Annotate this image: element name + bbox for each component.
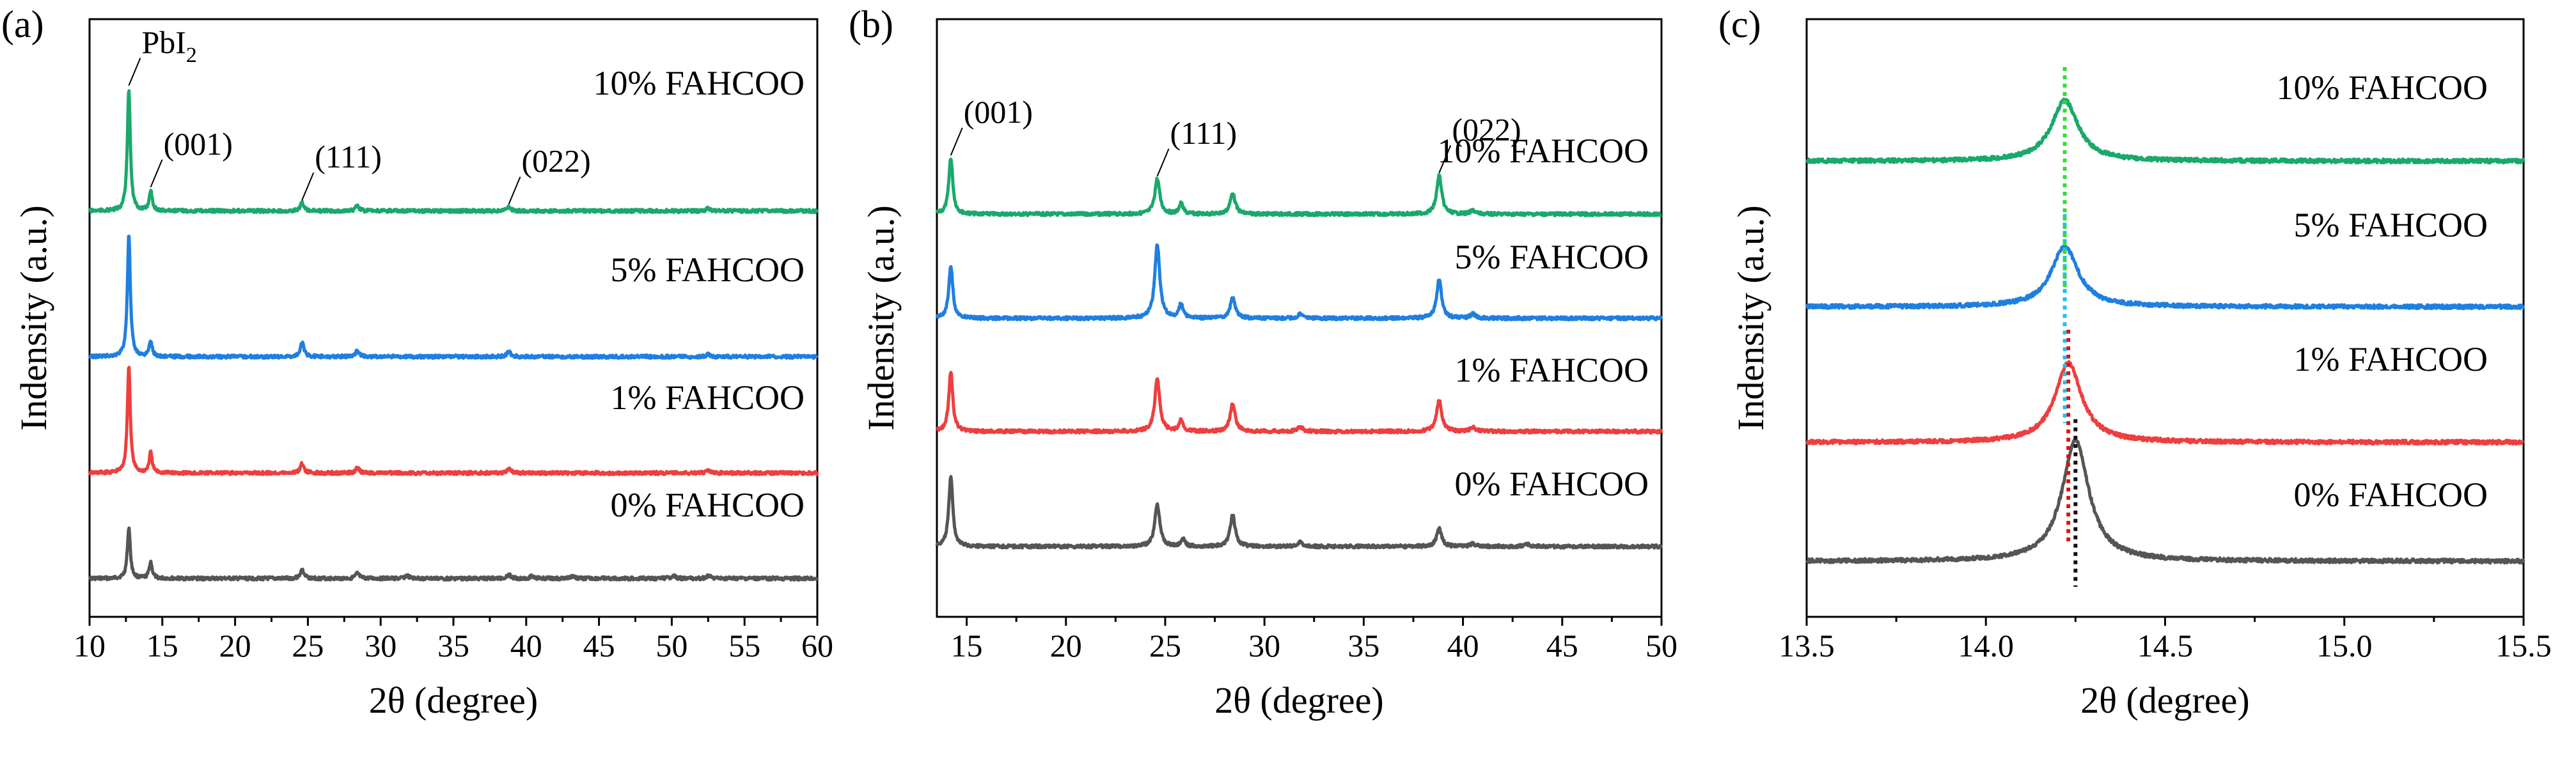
- panel-label: (a): [1, 3, 44, 45]
- series-line-5-fahcoo: [88, 235, 819, 360]
- x-tick-label: 60: [801, 628, 833, 663]
- series-line-0-fahcoo: [1805, 437, 2525, 565]
- peak-label-leader: [508, 176, 521, 205]
- x-tick-label: 20: [219, 628, 251, 663]
- x-tick-label: 15: [146, 628, 178, 663]
- peak-label: PbI2: [141, 24, 196, 67]
- series-label-0-fahcoo: 0% FAHCOO: [610, 486, 805, 524]
- series-line-1-fahcoo: [88, 366, 819, 476]
- peak-label-leader: [128, 58, 141, 86]
- series-label-10-fahcoo: 10% FAHCOO: [1437, 132, 1649, 170]
- x-tick-label: 15.5: [2495, 628, 2552, 663]
- peak-label-leader: [150, 159, 163, 188]
- peak-label-leader: [301, 172, 315, 201]
- x-tick-label: 45: [1546, 628, 1578, 663]
- series-label-5-fahcoo: 5% FAHCOO: [610, 251, 805, 289]
- series-label-1-fahcoo: 1% FAHCOO: [2293, 340, 2488, 378]
- series-line-10-fahcoo: [88, 89, 819, 214]
- x-tick-label: 14.0: [1958, 628, 2014, 663]
- x-tick-label: 15.0: [2316, 628, 2373, 663]
- x-tick-label: 40: [510, 628, 542, 663]
- x-tick-label: 50: [1645, 628, 1677, 663]
- x-tick-label: 10: [74, 628, 106, 663]
- x-tick-label: 13.5: [1779, 628, 1835, 663]
- peak-label-subscript: 2: [186, 43, 197, 67]
- panel-b: 15 20 25 30 35 40 45 50 2θ (degree) Indensity (a.…: [849, 3, 1677, 721]
- x-tick-label: 55: [728, 628, 760, 663]
- plot-frame: [1805, 18, 2525, 618]
- series-line-10-fahcoo: [935, 157, 1663, 217]
- y-axis-label: Indensity (a.u.): [1730, 205, 1771, 431]
- x-tick-label: 50: [656, 628, 687, 663]
- series-line-5-fahcoo: [935, 243, 1663, 322]
- series-line-1-fahcoo: [936, 371, 1663, 435]
- series-label-10-fahcoo: 10% FAHCOO: [2276, 68, 2488, 107]
- series-label-1-fahcoo: 1% FAHCOO: [610, 378, 805, 417]
- series-line-5-fahcoo: [1805, 244, 2525, 311]
- peak-label: (022): [1452, 111, 1521, 147]
- x-axis-label: 2θ (degree): [1214, 679, 1383, 721]
- peak-label: (022): [521, 143, 590, 179]
- series-label-5-fahcoo: 5% FAHCOO: [1454, 238, 1649, 276]
- peak-label: (001): [964, 94, 1033, 130]
- y-axis-label: Indensity (a.u.): [860, 205, 902, 431]
- series-label-1-fahcoo: 1% FAHCOO: [1454, 351, 1649, 389]
- series-line-0-fahcoo: [88, 526, 819, 582]
- panel-a: 10 15 20 25 30 35 40 45 50 55 60 2θ (degree) Indensi…: [1, 3, 833, 721]
- panel-c: 13.5 14.0 14.5 15.0 15.5 2θ (degree) Indensity…: [1718, 3, 2552, 721]
- peak-label-leader: [1156, 148, 1170, 177]
- peak-label: (111): [1170, 115, 1237, 151]
- panel-label: (c): [1718, 3, 1761, 45]
- x-tick-label: 20: [1050, 628, 1082, 663]
- x-tick-label: 40: [1447, 628, 1479, 663]
- y-axis-label: Indensity (a.u.): [13, 205, 54, 431]
- series-label-0-fahcoo: 0% FAHCOO: [2293, 476, 2488, 514]
- x-axis-label: 2θ (degree): [369, 679, 538, 721]
- plot-frame: [88, 18, 819, 618]
- x-tick-label: 15: [951, 628, 983, 663]
- peak-label-leader: [950, 127, 963, 156]
- x-tick-label: 35: [1347, 628, 1379, 663]
- series-line-10-fahcoo: [1805, 97, 2525, 165]
- peak-label: (001): [164, 126, 233, 162]
- x-tick-label: 25: [292, 628, 324, 663]
- x-tick-label: 30: [1248, 628, 1280, 663]
- panel-label: (b): [849, 3, 893, 45]
- x-tick-label: 30: [365, 628, 397, 663]
- x-tick-label: 14.5: [2137, 628, 2194, 663]
- x-tick-label: 25: [1149, 628, 1181, 663]
- peak-label-leader: [1438, 145, 1452, 173]
- peak-label: (111): [315, 139, 382, 174]
- x-tick-label: 35: [437, 628, 469, 663]
- x-tick-label: 45: [583, 628, 615, 663]
- x-axis-label: 2θ (degree): [2080, 679, 2249, 721]
- series-label-5-fahcoo: 5% FAHCOO: [2293, 206, 2488, 244]
- series-line-1-fahcoo: [1805, 360, 2525, 446]
- series-line-0-fahcoo: [935, 475, 1663, 550]
- series-label-0-fahcoo: 0% FAHCOO: [1454, 465, 1649, 503]
- series-label-10-fahcoo: 10% FAHCOO: [593, 64, 805, 102]
